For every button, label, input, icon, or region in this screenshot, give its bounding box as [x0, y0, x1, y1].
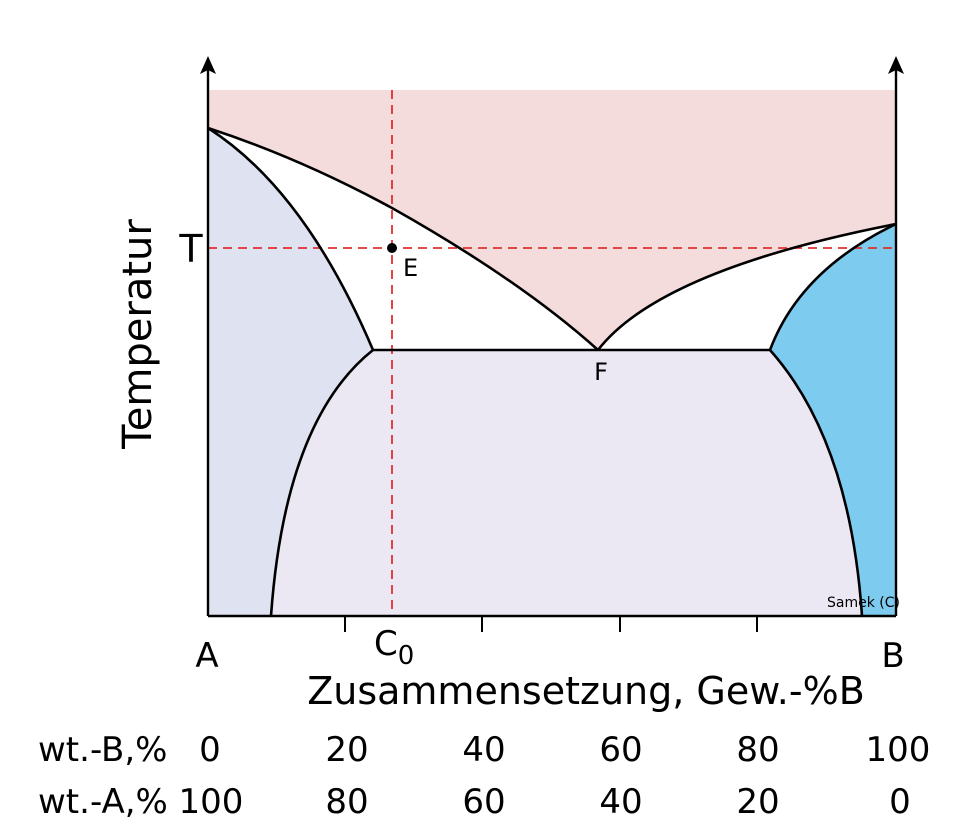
y-axis-label: Temperatur [115, 219, 161, 450]
scale-value: 80 [736, 730, 779, 770]
scale-value: 20 [325, 730, 368, 770]
alpha-solid-region [208, 128, 373, 616]
beta-solid-region [770, 224, 896, 616]
scale-value: 60 [599, 730, 642, 770]
scale-value: 0 [889, 782, 911, 822]
scale-row-values-a: 100 80 60 40 20 0 [179, 782, 911, 822]
solvus-right [769, 349, 864, 617]
liquidus-right [596, 222, 897, 351]
credit-label: Samek (C) [827, 595, 900, 611]
solidus-left [207, 126, 375, 351]
temperature-label: T [178, 227, 203, 271]
right-end-label: B [881, 636, 904, 676]
left-axis-arrow-icon [200, 56, 216, 74]
scale-value: 40 [462, 730, 505, 770]
scale-value: 40 [599, 782, 642, 822]
solvus-left [269, 348, 374, 617]
scale-value: 100 [866, 730, 931, 770]
right-axis-arrow-icon [888, 56, 904, 74]
left-end-label: A [195, 636, 218, 676]
point-e-label: E [403, 254, 418, 282]
scale-value: 100 [179, 782, 244, 822]
scale-value: 20 [736, 782, 779, 822]
scale-row-label-b: wt.-B,% [38, 730, 167, 770]
phase-boundaries [207, 126, 897, 617]
point-f-label: F [594, 358, 608, 386]
x-ticks [344, 616, 758, 632]
solidus-right [768, 222, 897, 351]
alpha-beta-region [271, 350, 862, 616]
composition-label: C0 [374, 624, 414, 671]
liquidus-left [207, 126, 599, 351]
scale-row-values-b: 0 20 40 60 80 100 [199, 730, 930, 770]
liquid-region [208, 90, 896, 350]
scale-value: 0 [199, 730, 221, 770]
scale-row-label-a: wt.-A,% [38, 782, 168, 822]
x-axis-label: Zusammensetzung, Gew.-%B [307, 669, 865, 713]
axes-frame [206, 66, 898, 618]
scale-value: 60 [462, 782, 505, 822]
point-e-marker [387, 243, 397, 253]
scale-value: 80 [325, 782, 368, 822]
